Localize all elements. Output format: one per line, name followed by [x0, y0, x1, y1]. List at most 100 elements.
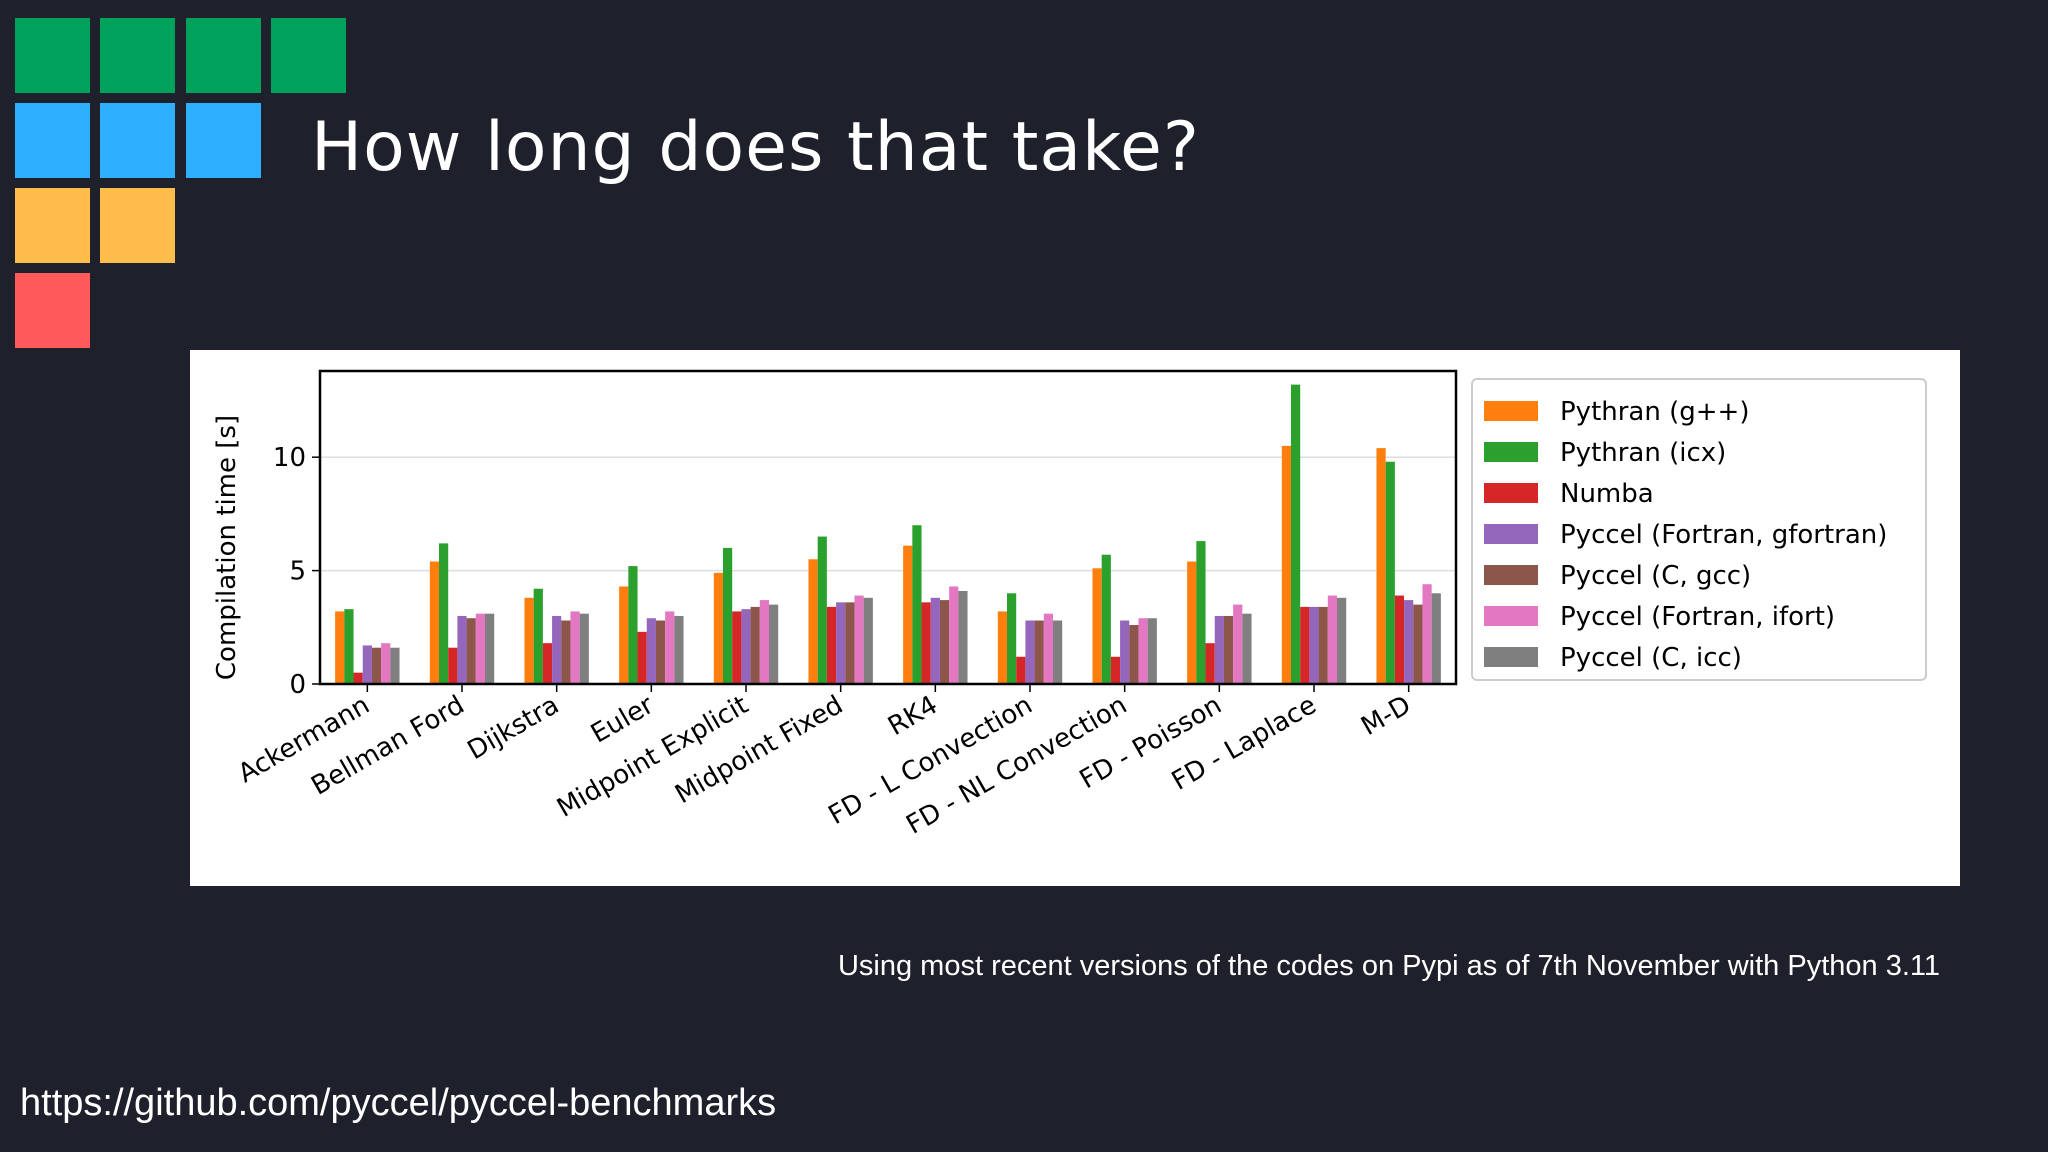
bar: [637, 631, 647, 684]
x-tick-label: RK4: [883, 690, 943, 742]
bar: [1300, 606, 1310, 684]
bar: [741, 609, 751, 684]
bar: [1385, 461, 1395, 684]
bar: [475, 613, 485, 684]
bar: [344, 609, 354, 684]
bar: [1242, 613, 1252, 684]
bar: [1214, 615, 1224, 684]
logo-square: [271, 18, 346, 93]
logo-square: [15, 18, 90, 93]
bar: [390, 647, 400, 684]
benchmarks-link[interactable]: https://github.com/pyccel/pyccel-benchma…: [20, 1082, 777, 1124]
bar: [381, 643, 391, 684]
bar: [1205, 643, 1215, 684]
slide-title: How long does that take?: [311, 108, 1200, 187]
bar: [457, 615, 467, 684]
legend-swatch: [1484, 606, 1538, 626]
bar: [1053, 620, 1063, 684]
logo-square: [15, 273, 90, 348]
legend-label: Pythran (icx): [1560, 438, 1726, 468]
bar: [1327, 595, 1337, 684]
bar: [619, 586, 629, 684]
legend-swatch: [1484, 524, 1538, 544]
bar: [723, 547, 733, 684]
bar: [1318, 606, 1328, 684]
bar: [533, 588, 543, 684]
bar: [1431, 593, 1441, 684]
y-tick-label: 5: [289, 557, 306, 587]
bar: [1376, 448, 1386, 684]
bar: [579, 613, 589, 684]
bar: [903, 545, 913, 684]
bar: [1101, 554, 1111, 684]
bar: [524, 597, 534, 684]
bar: [1413, 604, 1423, 684]
legend-label: Pythran (g++): [1560, 397, 1749, 427]
bar: [1281, 445, 1291, 684]
y-tick-label: 10: [273, 443, 306, 473]
logo-square: [100, 18, 175, 93]
bar: [485, 613, 495, 684]
y-axis-label: Compilation time [s]: [212, 415, 242, 680]
legend-swatch: [1484, 647, 1538, 667]
bar: [429, 561, 439, 684]
bar: [552, 615, 562, 684]
bar: [769, 604, 779, 684]
legend-label: Pyccel (C, gcc): [1560, 561, 1751, 591]
bar: [845, 602, 855, 684]
bar: [335, 611, 345, 684]
bar: [1233, 604, 1243, 684]
chart-container: Ackermann Bellman Ford Dijkstra Euler Midpoi…: [190, 350, 1960, 886]
legend-swatch: [1484, 565, 1538, 585]
bar: [665, 611, 675, 684]
bar: [1025, 620, 1035, 684]
bar: [836, 602, 846, 684]
bar: [1309, 606, 1319, 684]
bar: [854, 595, 864, 684]
bar: [949, 586, 959, 684]
bar: [863, 597, 873, 684]
y-tick-label: 0: [289, 670, 306, 700]
bar: [1129, 625, 1139, 684]
bar: [1016, 656, 1026, 684]
bar: [1187, 561, 1197, 684]
bar: [997, 611, 1007, 684]
bar: [1394, 595, 1405, 684]
bar: [646, 618, 656, 684]
bar: [759, 600, 769, 684]
bar: [1110, 656, 1121, 684]
bar: [1422, 584, 1432, 684]
logo: [0, 0, 360, 360]
bar: [921, 602, 931, 684]
bar: [930, 597, 940, 684]
bar: [561, 620, 571, 684]
bar: [817, 536, 827, 684]
bar: [750, 606, 760, 684]
bar: [1034, 620, 1044, 684]
x-tick-label: Dijkstra: [463, 690, 565, 766]
bar: [939, 600, 950, 684]
bar: [732, 611, 742, 684]
legend-label: Pyccel (C, icc): [1560, 643, 1742, 673]
logo-square: [100, 188, 175, 263]
bar: [448, 647, 458, 684]
legend-swatch: [1484, 483, 1538, 503]
footnote: Using most recent versions of the codes …: [837, 950, 1940, 982]
bar: [713, 572, 723, 684]
bar: [628, 566, 638, 684]
bar: [542, 643, 553, 684]
bar: [1196, 541, 1206, 684]
bar: [1337, 597, 1347, 684]
legend-swatch: [1484, 401, 1538, 421]
bar: [826, 606, 837, 684]
plot-frame: [318, 369, 1458, 686]
x-tick-label: Euler: [586, 690, 659, 750]
bar: [674, 615, 684, 684]
x-tick-label: Midpoint Fixed: [670, 690, 848, 810]
bar: [1223, 615, 1234, 684]
bar: [466, 618, 476, 684]
bar: [362, 645, 372, 684]
bar: [958, 591, 968, 684]
bar: [1404, 600, 1414, 684]
bar: [1092, 568, 1102, 684]
